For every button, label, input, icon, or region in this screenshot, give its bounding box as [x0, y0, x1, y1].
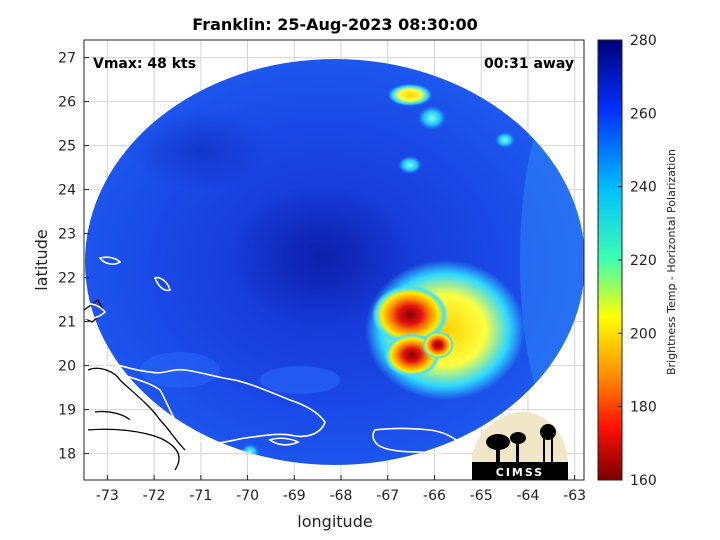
x-tick-label: -69: [283, 488, 306, 504]
y-tick-label: 21: [58, 315, 76, 331]
away-label: 00:31 away: [484, 56, 574, 72]
x-axis-label: longitude: [297, 512, 372, 531]
y-tick-label: 20: [58, 359, 76, 375]
x-tick-label: -72: [143, 488, 166, 504]
x-tick-label: -70: [236, 488, 259, 504]
y-tick-label: 19: [58, 403, 76, 419]
logo-text: CIMSS: [496, 466, 544, 479]
colorbar-tick-label: 180: [630, 400, 657, 416]
colorbar-ticks: 280 260 240 220 200 180 160: [618, 33, 657, 489]
y-tick-label: 22: [58, 271, 76, 287]
y-axis-label: latitude: [32, 229, 51, 290]
x-tick-label: -71: [189, 488, 212, 504]
x-tick-label: -66: [423, 488, 446, 504]
y-axis-ticks: 27 26 25 24 23 22 21 20 19 18: [58, 51, 89, 463]
y-tick-label: 18: [58, 447, 76, 463]
colorbar-tick-label: 220: [630, 253, 657, 269]
y-tick-label: 27: [58, 51, 76, 67]
y-tick-label: 26: [58, 95, 76, 111]
y-tick-label: 25: [58, 139, 76, 155]
colorbar-tick-label: 200: [630, 326, 657, 342]
y-tick-label: 23: [58, 227, 76, 243]
chart-title: Franklin: 25-Aug-2023 08:30:00: [192, 15, 477, 34]
x-tick-label: -63: [563, 488, 586, 504]
colorbar-tick-label: 160: [630, 473, 657, 489]
microwave-swath: [85, 59, 584, 465]
x-axis-ticks: -73 -72 -71 -70 -69 -68 -67 -66 -65 -64 -63: [96, 475, 586, 504]
cimss-logo: CIMSS: [472, 412, 568, 480]
x-tick-label: -68: [330, 488, 353, 504]
colorbar-label: Brightness Temp - Horizontal Polarizatio…: [665, 149, 678, 375]
axes-frame: [83, 39, 585, 481]
x-tick-label: -73: [96, 488, 119, 504]
y-tick-label: 24: [58, 183, 76, 199]
colorbar-tick-label: 240: [630, 180, 657, 196]
x-tick-label: -64: [516, 488, 539, 504]
colorbar-tick-label: 260: [630, 106, 657, 122]
x-tick-label: -65: [470, 488, 493, 504]
x-tick-label: -67: [376, 488, 399, 504]
coastlines: [84, 256, 464, 471]
vmax-label: Vmax: 48 kts: [93, 56, 196, 72]
colorbar-tick-label: 280: [630, 33, 657, 49]
water-tower-icon: [540, 424, 556, 440]
dish-icon: [486, 434, 510, 450]
